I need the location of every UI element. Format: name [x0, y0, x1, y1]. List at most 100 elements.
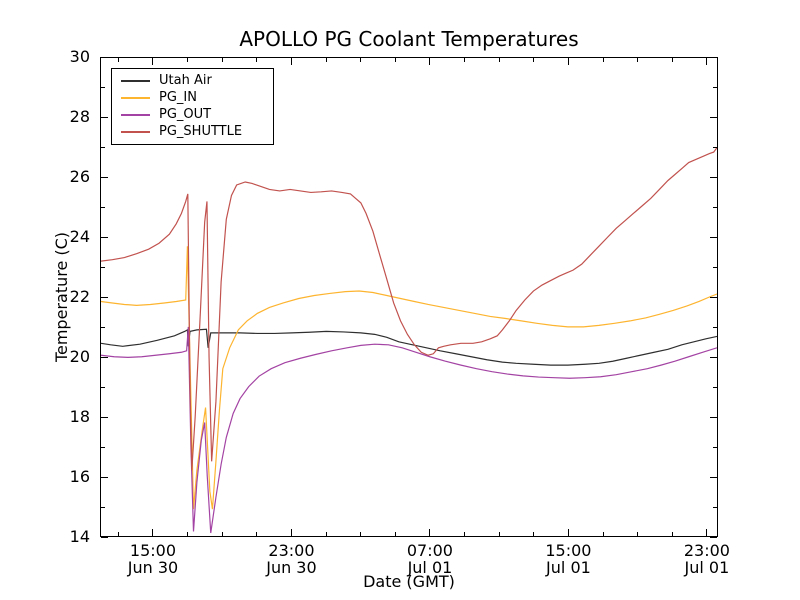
y-minor-tick — [713, 386, 717, 388]
x-tick-date: Jun 30 — [266, 558, 317, 577]
x-major-tick — [429, 58, 431, 65]
y-minor-tick — [101, 266, 105, 268]
x-minor-tick — [671, 58, 673, 62]
y-major-tick — [710, 176, 717, 178]
y-tick-label: 14 — [69, 527, 90, 546]
legend-item-utah-air: Utah Air — [121, 72, 273, 89]
x-minor-tick — [498, 58, 500, 62]
x-minor-tick — [360, 58, 362, 62]
legend-line-swatch — [121, 114, 150, 117]
line-plot — [101, 147, 717, 534]
y-minor-tick — [101, 506, 105, 508]
chart-title: APOLLO PG Coolant Temperatures — [239, 27, 579, 51]
x-tick-time: 15:00 — [545, 541, 592, 560]
y-major-tick — [101, 296, 108, 298]
y-minor-tick — [101, 206, 105, 208]
y-minor-tick — [713, 146, 717, 148]
legend-label: Utah Air — [159, 72, 212, 88]
y-major-tick — [101, 356, 108, 358]
y-tick-label: 22 — [69, 287, 90, 306]
x-minor-tick — [394, 58, 396, 62]
y-major-tick — [710, 536, 717, 538]
y-tick-label: 28 — [69, 107, 90, 126]
x-minor-tick — [394, 532, 396, 536]
y-minor-tick — [713, 206, 717, 208]
x-tick-time: 23:00 — [268, 541, 315, 560]
y-minor-tick — [713, 86, 717, 88]
y-major-tick — [710, 236, 717, 238]
legend-item-pg-out: PG_OUT — [121, 107, 273, 124]
y-major-tick — [101, 176, 108, 178]
x-minor-tick — [498, 532, 500, 536]
line-pg-shuttle — [101, 147, 717, 471]
y-major-tick — [710, 416, 717, 418]
y-major-tick — [710, 56, 717, 58]
y-tick-label: 16 — [69, 467, 90, 486]
x-minor-tick — [637, 58, 639, 62]
legend-label: PG_IN — [159, 89, 197, 105]
x-minor-tick — [256, 532, 258, 536]
y-minor-tick — [101, 326, 105, 328]
x-minor-tick — [637, 532, 639, 536]
x-tick-label: 23:00 Jul 01 — [657, 542, 757, 576]
x-tick-date: Jul 01 — [546, 558, 591, 577]
x-minor-tick — [256, 58, 258, 62]
y-minor-tick — [101, 386, 105, 388]
x-tick-time: 23:00 — [683, 541, 730, 560]
legend-line-swatch — [121, 131, 150, 134]
y-major-tick — [710, 356, 717, 358]
x-major-tick — [429, 529, 431, 536]
x-tick-date: Jul 01 — [684, 558, 730, 577]
x-minor-tick — [325, 58, 327, 62]
legend-line-swatch — [121, 79, 150, 82]
line-utah-air — [101, 328, 717, 366]
x-tick-label: 23:00 Jun 30 — [241, 542, 341, 576]
x-tick-time: 15:00 — [129, 541, 177, 560]
x-minor-tick — [533, 532, 535, 536]
x-tick-label: 15:00 Jun 30 — [103, 542, 203, 576]
legend-item-pg-in: PG_IN — [121, 89, 273, 106]
y-minor-tick — [101, 146, 105, 148]
y-major-tick — [101, 416, 108, 418]
legend-line-swatch — [121, 96, 150, 99]
y-major-tick — [710, 476, 717, 478]
x-minor-tick — [671, 532, 673, 536]
y-major-tick — [101, 536, 108, 538]
y-tick-label: 18 — [69, 407, 90, 426]
x-minor-tick — [221, 532, 223, 536]
x-major-tick — [567, 58, 569, 65]
x-major-tick — [290, 529, 292, 536]
x-major-tick — [706, 529, 708, 536]
legend-label: PG_OUT — [159, 107, 212, 123]
y-minor-tick — [713, 326, 717, 328]
x-tick-date: Jul 01 — [407, 558, 453, 577]
y-major-tick — [101, 236, 108, 238]
x-tick-date: Jun 30 — [127, 558, 179, 577]
y-major-tick — [710, 296, 717, 298]
x-minor-tick — [360, 532, 362, 536]
y-tick-label: 26 — [69, 167, 90, 186]
x-minor-tick — [602, 58, 604, 62]
x-minor-tick — [187, 58, 189, 62]
x-major-tick — [290, 58, 292, 65]
y-minor-tick — [101, 86, 105, 88]
y-tick-label: 20 — [69, 347, 90, 366]
x-major-tick — [706, 58, 708, 65]
legend-item-pg-shuttle: PG_SHUTTLE — [121, 124, 273, 141]
x-major-tick — [152, 529, 154, 536]
x-minor-tick — [221, 58, 223, 62]
y-minor-tick — [713, 506, 717, 508]
y-tick-label: 30 — [69, 47, 90, 66]
x-minor-tick — [187, 532, 189, 536]
x-axis-label: Date (GMT) — [363, 572, 455, 591]
y-tick-label: 24 — [69, 227, 90, 246]
x-minor-tick — [464, 58, 466, 62]
y-major-tick — [101, 56, 108, 58]
x-tick-time: 07:00 — [406, 541, 453, 560]
legend-label: PG_SHUTTLE — [159, 124, 243, 140]
x-tick-label: 15:00 Jul 01 — [518, 542, 618, 576]
legend: Utah Air PG_IN PG_OUT PG_SHUTTLE — [111, 68, 274, 145]
y-major-tick — [101, 116, 108, 118]
x-minor-tick — [117, 58, 119, 62]
